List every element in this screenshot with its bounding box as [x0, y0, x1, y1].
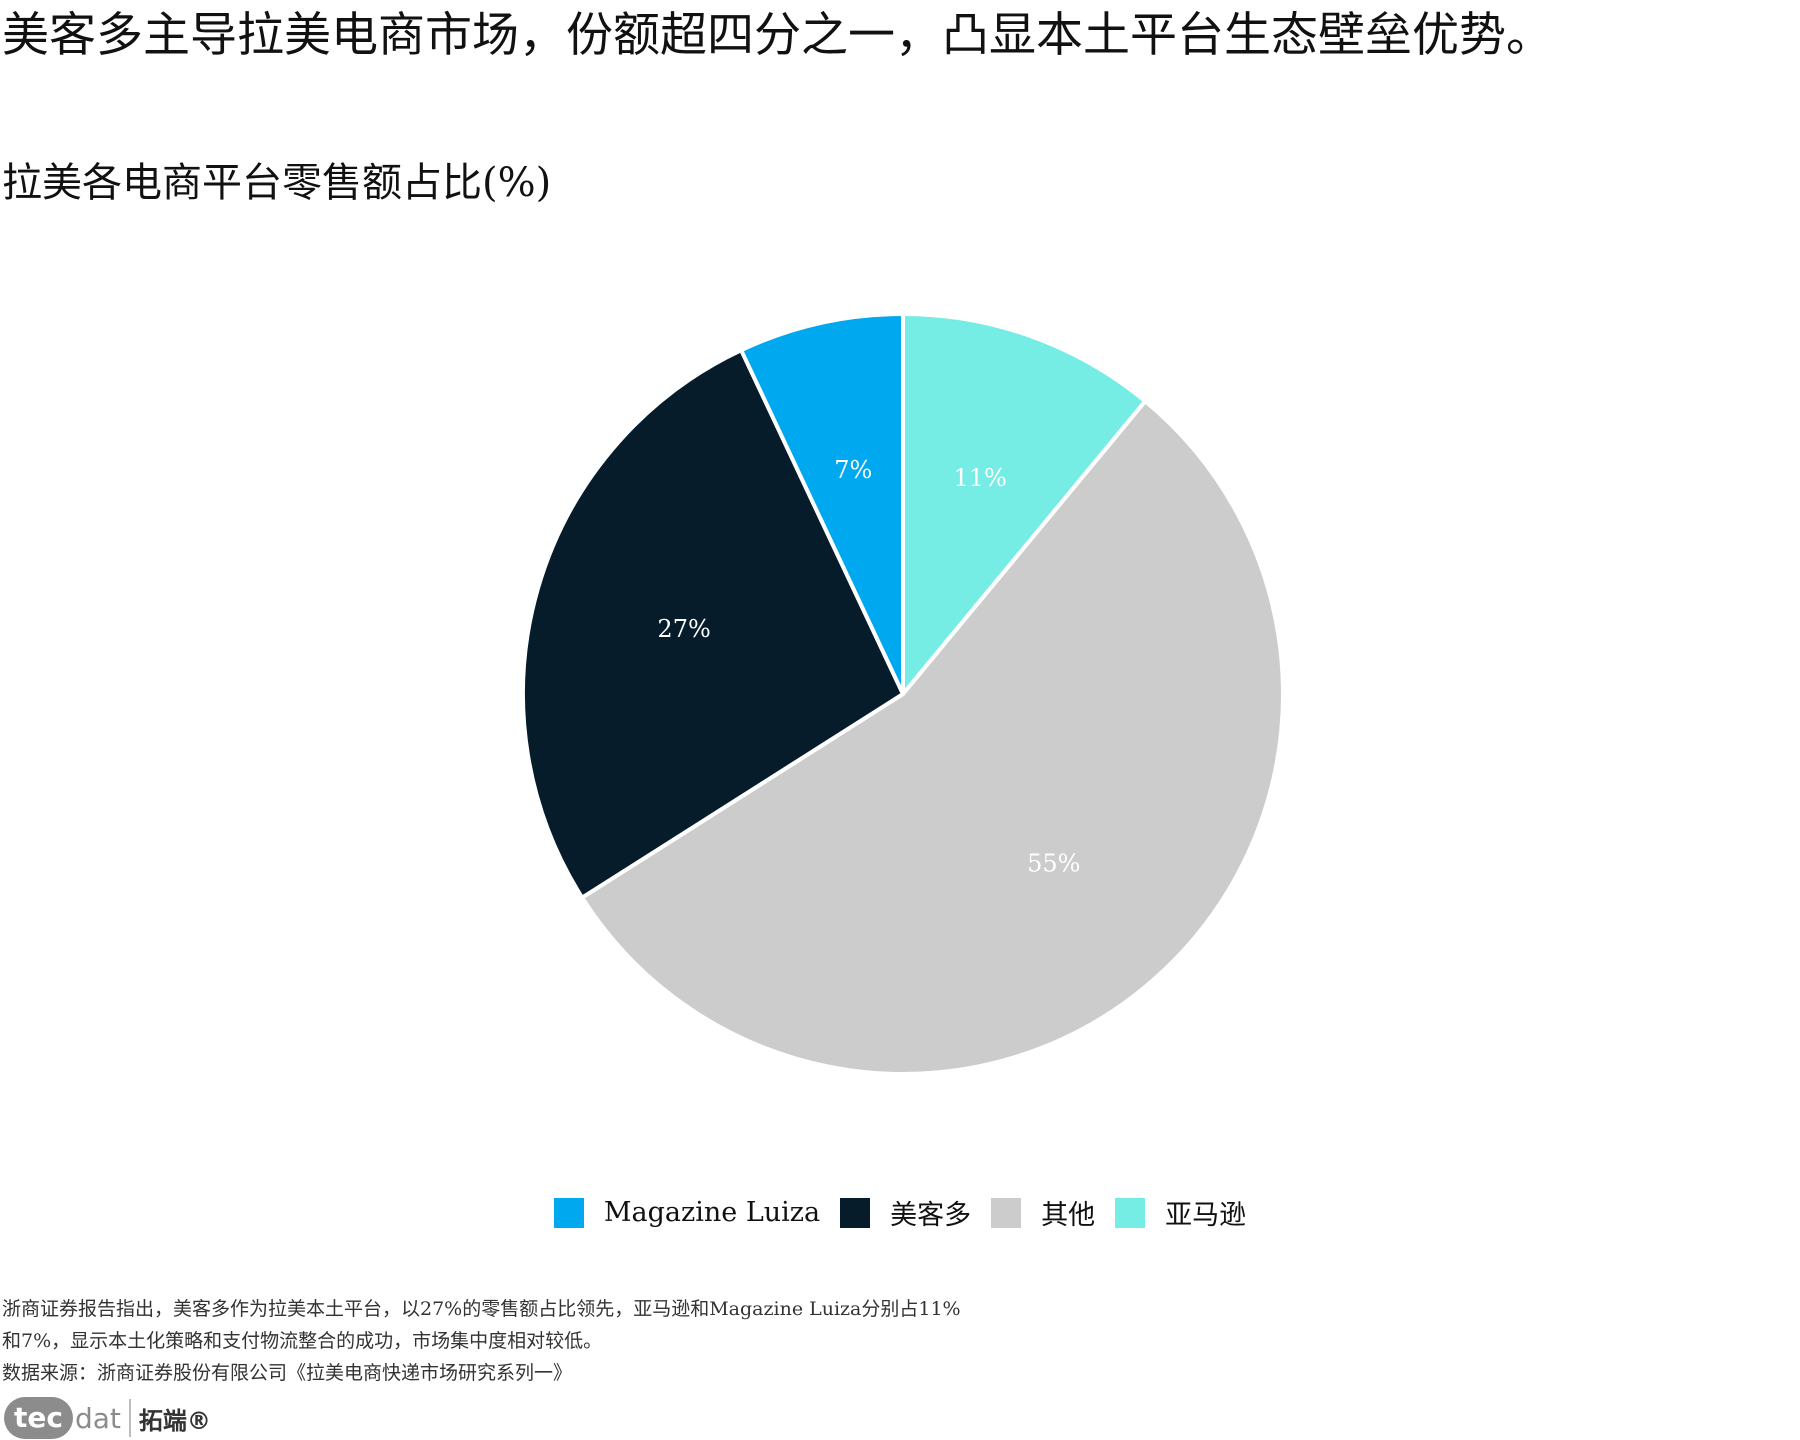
brand-logo: tec dat 拓端® — [4, 1396, 211, 1440]
legend-label: Magazine Luiza — [603, 1197, 821, 1228]
logo-tec: tec — [4, 1397, 73, 1439]
legend-label: 亚马逊 — [1165, 1200, 1247, 1231]
legend-item-others: 其他 — [991, 1193, 1095, 1232]
legend-item-magazine-luiza: Magazine Luiza — [553, 1197, 821, 1228]
source-note: 浙商证券报告指出，美客多作为拉美本土平台，以27%的零售额占比领先，亚马逊和Ma… — [2, 1293, 1202, 1389]
pie-data-label: 55% — [1027, 850, 1080, 878]
legend-item-amazon: 亚马逊 — [1115, 1193, 1246, 1232]
pie-slice-亚马逊 — [901, 312, 1148, 696]
legend-label: 美客多 — [890, 1200, 972, 1231]
pie-data-label: 27% — [657, 615, 710, 643]
legend-item-mercado-libre: 美客多 — [840, 1193, 971, 1232]
logo-divider — [128, 1399, 131, 1437]
legend-swatch — [553, 1197, 584, 1228]
note-line: 数据来源：浙商证券股份有限公司《拉美电商快递市场研究系列一》 — [2, 1362, 573, 1384]
legend: Magazine Luiza 美客多 其他 亚马逊 — [0, 1193, 1800, 1232]
legend-swatch — [991, 1197, 1022, 1228]
pie-slice-magazine-luiza — [739, 312, 905, 696]
pie-data-label: 11% — [954, 464, 1007, 492]
note-line: 和7%，显示本土化策略和支付物流整合的成功，市场集中度相对较低。 — [2, 1330, 603, 1352]
logo-dat: dat — [74, 1401, 121, 1435]
pie-data-label: 7% — [834, 456, 872, 484]
pie-slice-其他 — [580, 399, 1285, 1076]
logo-chinese: 拓端® — [138, 1406, 211, 1435]
legend-label: 其他 — [1041, 1200, 1096, 1231]
legend-swatch — [840, 1197, 871, 1228]
pie-chart: 11% 55% 27% 7% — [521, 312, 1285, 1076]
note-line: 浙商证券报告指出，美客多作为拉美本土平台，以27%的零售额占比领先，亚马逊和Ma… — [2, 1298, 961, 1320]
headline: 美客多主导拉美电商市场，份额超四分之一，凸显本土平台生态壁垒优势。 — [2, 8, 1553, 63]
chart-title: 拉美各电商平台零售额占比(%) — [2, 160, 552, 206]
pie-slice-美客多 — [521, 348, 905, 900]
legend-swatch — [1115, 1197, 1146, 1228]
